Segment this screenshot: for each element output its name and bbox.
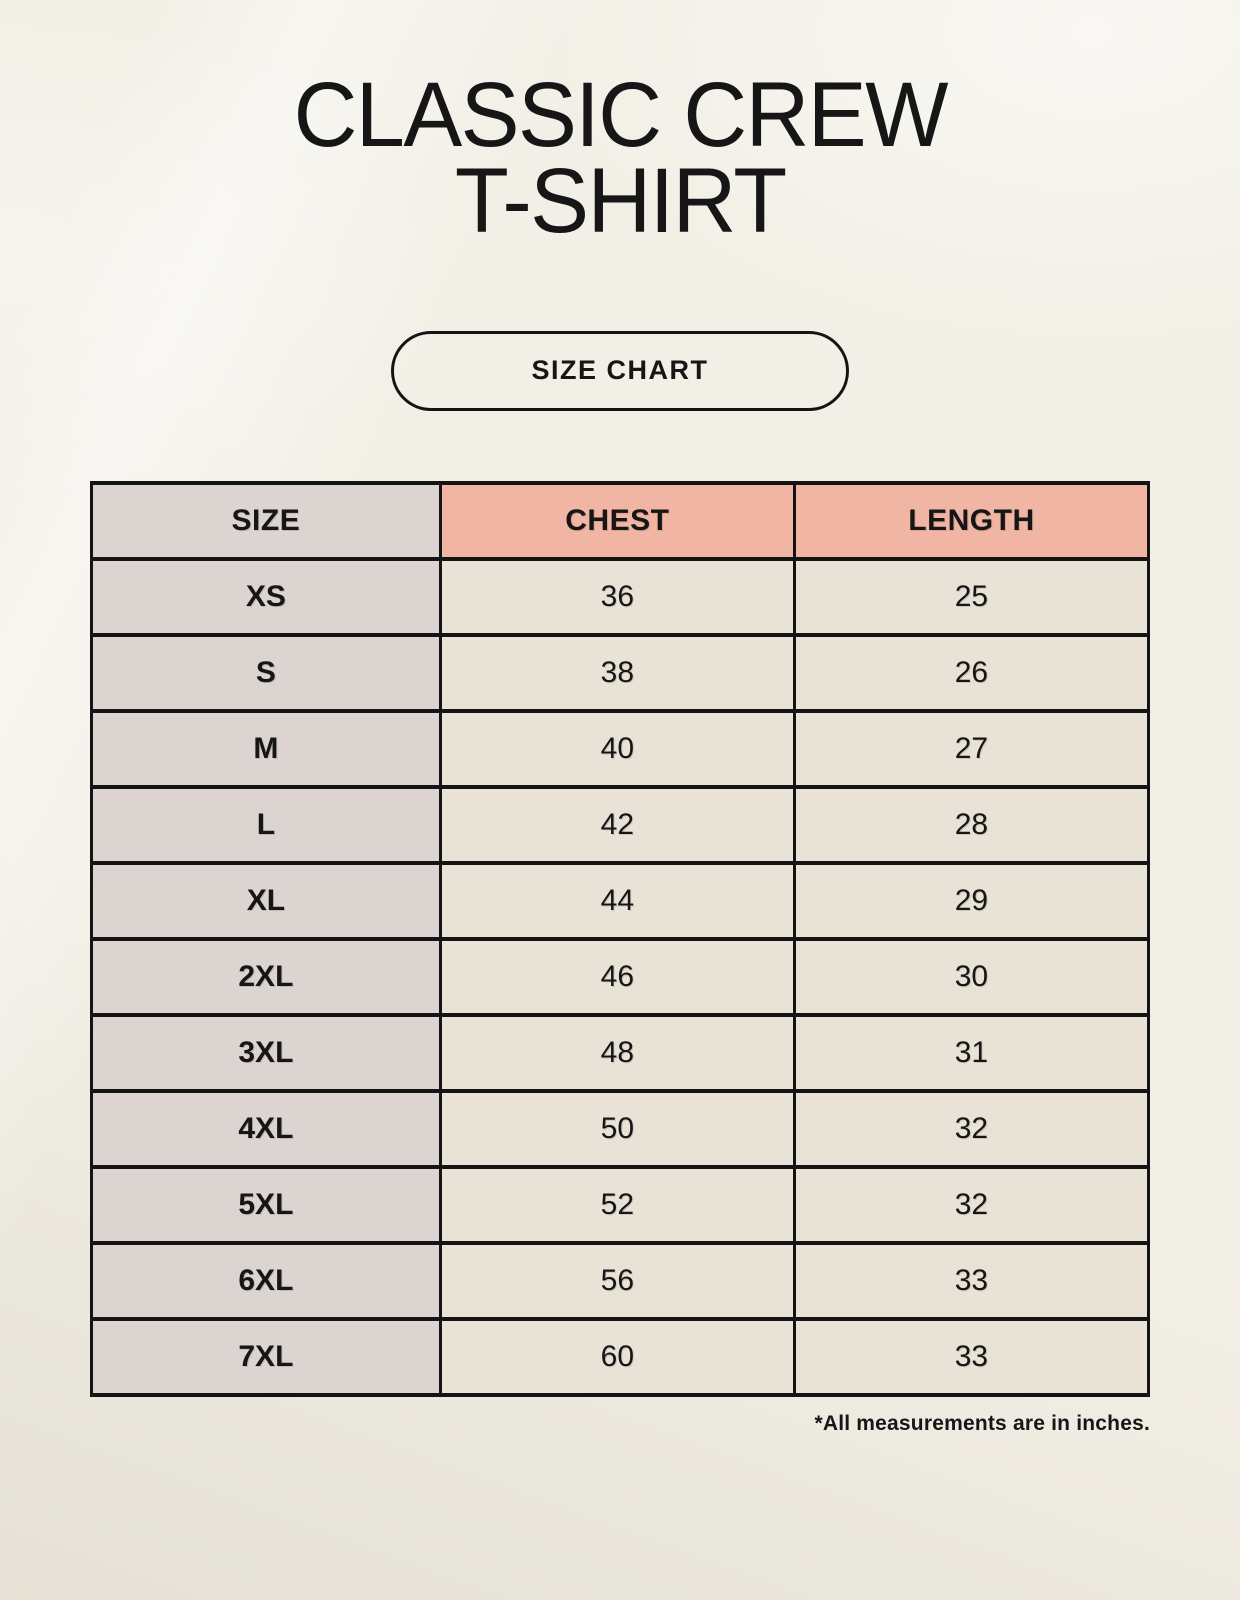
length-cell: 27	[792, 708, 1151, 789]
table-row: 4XL 50 32	[90, 1088, 1151, 1169]
length-cell: 29	[792, 860, 1151, 941]
measurements-footnote: *All measurements are in inches.	[814, 1411, 1150, 1435]
chest-cell: 48	[438, 1012, 796, 1093]
column-header-chest: CHEST	[438, 480, 796, 561]
chest-cell: 40	[438, 708, 796, 789]
column-header-length: LENGTH	[792, 480, 1151, 561]
table-row: 3XL 48 31	[90, 1012, 1151, 1093]
column-header-size: SIZE	[90, 480, 442, 561]
size-cell: L	[90, 784, 442, 865]
length-cell: 31	[792, 1012, 1151, 1093]
chest-cell: 50	[438, 1088, 796, 1169]
table-row: 6XL 56 33	[90, 1240, 1151, 1321]
chest-cell: 42	[438, 784, 796, 865]
chest-cell: 56	[438, 1240, 796, 1321]
length-cell: 28	[792, 784, 1151, 865]
size-cell: XL	[90, 860, 442, 941]
size-table-body: XS 36 25 S 38 26 M 40 27 L 42 28 XL 44 29 2XL 46 30 3XL 48 3…	[90, 556, 1151, 1397]
size-cell: 7XL	[90, 1316, 442, 1397]
title-line-1: CLASSIC CREW	[293, 64, 948, 166]
size-chart-button[interactable]: SIZE CHART	[391, 330, 849, 411]
table-header-row: SIZE CHEST LENGTH	[90, 480, 1151, 561]
size-cell: S	[90, 632, 442, 713]
size-cell: XS	[90, 556, 442, 637]
table-row: XL 44 29	[90, 860, 1151, 941]
chest-cell: 36	[438, 556, 796, 637]
size-cell: 2XL	[90, 936, 442, 1017]
table-row: 5XL 52 32	[90, 1164, 1151, 1245]
table-row: L 42 28	[90, 784, 1151, 865]
length-cell: 25	[792, 556, 1151, 637]
table-row: S 38 26	[90, 632, 1151, 713]
chest-cell: 52	[438, 1164, 796, 1245]
size-cell: 6XL	[90, 1240, 442, 1321]
table-row: M 40 27	[90, 708, 1151, 789]
size-cell: 5XL	[90, 1164, 442, 1245]
table-row: 7XL 60 33	[90, 1316, 1151, 1397]
length-cell: 26	[792, 632, 1151, 713]
chest-cell: 46	[438, 936, 796, 1017]
length-cell: 32	[792, 1164, 1151, 1245]
title-line-2: T-SHIRT	[454, 150, 787, 253]
length-cell: 32	[792, 1088, 1151, 1169]
size-cell: 3XL	[90, 1012, 442, 1093]
size-table-head: SIZE CHEST LENGTH	[90, 480, 1151, 561]
size-table: SIZE CHEST LENGTH XS 36 25 S 38 26 M 40 27 L 42 28 X…	[90, 480, 1151, 1397]
size-cell: M	[90, 708, 442, 789]
chest-cell: 60	[438, 1316, 796, 1397]
table-row: 2XL 46 30	[90, 936, 1151, 1017]
page-title: CLASSIC CREW T-SHIRT	[293, 64, 948, 253]
chest-cell: 44	[438, 860, 796, 941]
chest-cell: 38	[438, 632, 796, 713]
length-cell: 33	[792, 1240, 1151, 1321]
size-cell: 4XL	[90, 1088, 442, 1169]
table-row: XS 36 25	[90, 556, 1151, 637]
length-cell: 33	[792, 1316, 1151, 1397]
length-cell: 30	[792, 936, 1151, 1017]
